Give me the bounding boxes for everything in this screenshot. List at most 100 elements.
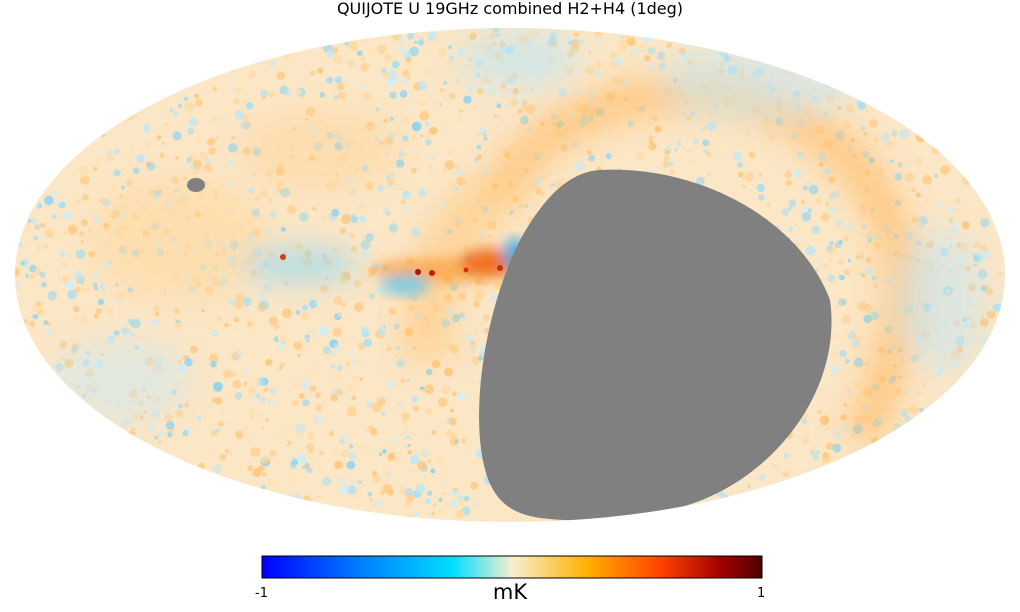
noise-speckle [877, 446, 883, 453]
noise-speckle [813, 470, 823, 480]
noise-speckle [738, 28, 746, 34]
noise-speckle [86, 467, 97, 478]
noise-speckle [252, 471, 258, 477]
noise-speckle [411, 396, 418, 403]
noise-speckle [453, 185, 459, 191]
noise-speckle [586, 150, 592, 156]
noise-speckle [713, 137, 719, 143]
noise-speckle [97, 298, 105, 306]
noise-speckle [594, 30, 602, 38]
noise-speckle [138, 483, 147, 492]
noise-speckle [399, 185, 406, 192]
noise-speckle [437, 397, 448, 407]
noise-speckle [957, 442, 966, 451]
noise-speckle [189, 345, 198, 354]
noise-speckle [35, 511, 41, 517]
noise-speckle [386, 471, 392, 476]
north-polar-spur [481, 74, 922, 449]
noise-speckle [172, 317, 176, 321]
noise-speckle [983, 379, 992, 388]
noise-speckle [380, 411, 386, 416]
noise-speckle [831, 365, 840, 375]
noise-speckle [243, 499, 252, 508]
chart-title: QUIJOTE U 19GHz combined H2+H4 (1deg) [336, 0, 684, 18]
noise-speckle [802, 206, 808, 212]
point-source [429, 270, 435, 276]
noise-speckle [80, 314, 90, 325]
noise-speckle [175, 155, 179, 160]
noise-speckle [967, 113, 977, 124]
noise-speckle [333, 95, 339, 100]
noise-speckle [359, 445, 365, 452]
noise-speckle [105, 153, 114, 162]
galactic-plane [370, 237, 530, 295]
noise-speckle [895, 36, 905, 46]
noise-speckle [808, 184, 819, 195]
noise-speckle [397, 401, 402, 406]
noise-speckle [231, 352, 240, 361]
noise-speckle [431, 359, 441, 369]
noise-speckle [864, 266, 875, 277]
noise-speckle [260, 189, 268, 198]
noise-speckle [303, 347, 309, 352]
noise-speckle [791, 58, 797, 64]
noise-speckle [129, 450, 138, 459]
noise-speckle [856, 81, 861, 86]
noise-speckle [899, 128, 909, 139]
noise-speckle [519, 106, 524, 111]
noise-speckle [184, 471, 194, 481]
noise-speckle [233, 86, 244, 96]
noise-speckle [872, 475, 878, 482]
noise-speckle [35, 300, 42, 308]
noise-speckle [15, 226, 22, 233]
noise-speckle [854, 385, 859, 390]
noise-speckle [407, 450, 412, 455]
noise-speckle [105, 506, 113, 513]
noise-speckle [55, 435, 62, 442]
noise-speckle [340, 323, 344, 328]
noise-speckle [841, 314, 851, 324]
noise-speckle [176, 480, 184, 488]
noise-speckle [269, 210, 277, 218]
noise-speckle [917, 499, 928, 509]
noise-speckle [459, 109, 463, 113]
noise-speckle [959, 164, 967, 172]
noise-speckle [93, 166, 98, 171]
noise-speckle [191, 38, 199, 46]
noise-speckle [843, 33, 851, 41]
noise-speckle [33, 235, 38, 241]
noise-speckle [989, 136, 994, 141]
noise-speckle [382, 483, 392, 493]
noise-speckle [340, 449, 350, 459]
noise-speckle [960, 77, 967, 85]
noise-speckle [358, 28, 364, 31]
noise-speckle [365, 181, 375, 191]
noise-speckle [15, 346, 21, 351]
noise-speckle [512, 92, 516, 96]
noise-speckle [209, 353, 219, 363]
noise-speckle [77, 441, 83, 447]
noise-speckle [260, 426, 265, 431]
noise-speckle [904, 415, 911, 422]
noise-speckle [333, 343, 343, 352]
noise-speckle [865, 59, 872, 66]
noise-speckle [64, 71, 69, 76]
noise-speckle [228, 297, 237, 307]
noise-speckle [210, 360, 217, 368]
noise-speckle [612, 28, 617, 33]
noise-speckle [218, 420, 225, 427]
noise-speckle [805, 245, 816, 256]
noise-speckle [360, 62, 370, 72]
noise-speckle [346, 362, 350, 366]
noise-speckle [803, 489, 809, 495]
noise-speckle [940, 412, 944, 416]
noise-speckle [129, 331, 135, 337]
noise-speckle [768, 133, 776, 141]
noise-speckle [919, 69, 926, 76]
noise-speckle [279, 366, 283, 370]
noise-speckle [58, 486, 68, 496]
noise-speckle [911, 187, 916, 193]
noise-speckle [444, 160, 455, 171]
noise-speckle [470, 481, 479, 490]
noise-speckle [309, 70, 316, 76]
